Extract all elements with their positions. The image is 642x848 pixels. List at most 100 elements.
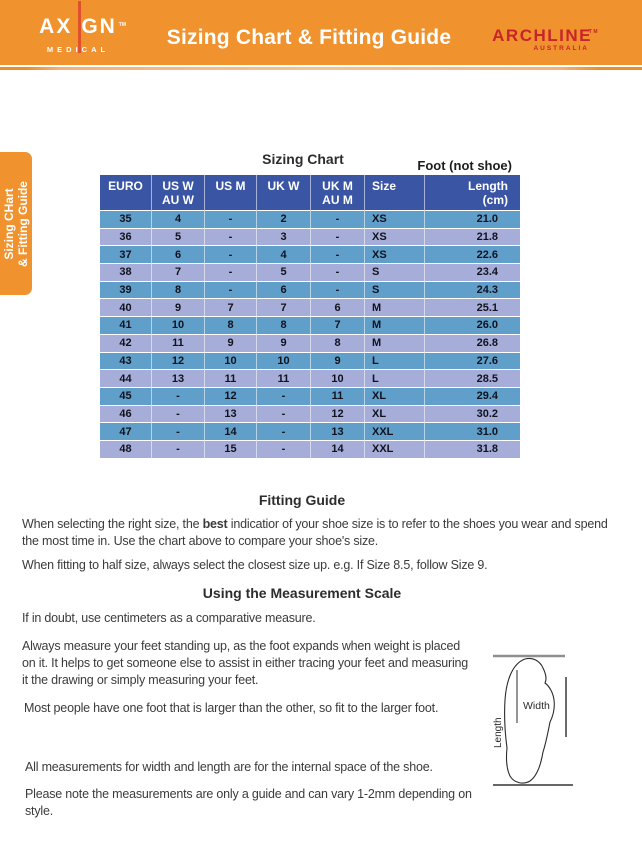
- table-row: 36 5-3- XS 21.8: [100, 228, 520, 247]
- table-cell: 31.8: [425, 440, 520, 459]
- column-header: US M: [205, 175, 257, 211]
- table-cell: -: [152, 440, 205, 459]
- width-label: Width: [523, 700, 550, 712]
- table-row: 47-14-13 XXL 31.0: [100, 423, 520, 441]
- table-cell: 9: [152, 299, 205, 318]
- table-cell: 23.4: [425, 264, 520, 282]
- sidebar-tab-label: Sizing CHart & Fitting Guide: [2, 181, 30, 267]
- table-cell: 36: [100, 228, 152, 247]
- table-cell: 44: [100, 370, 152, 388]
- table-cell: 11: [311, 387, 365, 406]
- table-cell: 10: [257, 352, 311, 371]
- table-cell: 41: [100, 317, 152, 335]
- length-label: Length: [493, 717, 504, 748]
- axign-wordmark: AX GN TM: [28, 1, 128, 53]
- table-row: 41 10 8 8 7 M 26.0: [100, 317, 520, 335]
- table-cell: 8: [205, 317, 257, 335]
- table-cell: 30.2: [425, 405, 520, 424]
- table-cell: XS: [365, 228, 425, 247]
- table-row: 48-15-14 XXL 31.8: [100, 440, 520, 459]
- table-cell: 21.0: [425, 211, 520, 229]
- axign-red-bar-icon: [78, 1, 81, 53]
- fitting-guide-paragraph-2: When fitting to half size, always select…: [22, 558, 488, 572]
- table-cell: -: [205, 264, 257, 282]
- table-cell: 2: [257, 211, 311, 229]
- table-cell: XS: [365, 211, 425, 229]
- fitting-guide-heading: Fitting Guide: [258, 492, 346, 508]
- table-cell: -: [311, 228, 365, 247]
- table-cell: 22.6: [425, 246, 520, 265]
- table-cell: 38: [100, 264, 152, 282]
- table-cell: -: [205, 211, 257, 229]
- table-cell: 29.4: [425, 387, 520, 406]
- table-cell: 26.0: [425, 317, 520, 335]
- table-cell: 13: [205, 405, 257, 424]
- table-cell: 8: [311, 334, 365, 353]
- measurement-paragraph-4: All measurements for width and length ar…: [25, 760, 433, 774]
- table-cell: 28.5: [425, 370, 520, 388]
- column-header: US W AU W: [152, 175, 205, 211]
- sidebar-tab: Sizing CHart & Fitting Guide: [0, 152, 32, 295]
- table-cell: 48: [100, 440, 152, 459]
- column-header: UK W: [257, 175, 311, 211]
- table-row: 37 6-4- XS 22.6: [100, 246, 520, 265]
- table-cell: 6: [257, 281, 311, 300]
- table-cell: 8: [257, 317, 311, 335]
- table-cell: 24.3: [425, 281, 520, 300]
- table-cell: -: [311, 264, 365, 282]
- table-cell: L: [365, 352, 425, 371]
- measurement-paragraph-1: If in doubt, use centimeters as a compar…: [22, 611, 316, 625]
- archline-logo: ARCHLINE TM AUSTRALIA: [492, 27, 597, 52]
- table-cell: 13: [152, 370, 205, 388]
- table-row: 39 8-6- S 24.3: [100, 281, 520, 300]
- table-cell: XXL: [365, 423, 425, 441]
- table-cell: 25.1: [425, 299, 520, 318]
- table-cell: -: [257, 423, 311, 441]
- table-cell: 31.0: [425, 423, 520, 441]
- sizing-table-header-row: EURO US W AU W US M UK W UK M AU M Size Length (c…: [100, 175, 520, 211]
- table-cell: 43: [100, 352, 152, 371]
- table-cell: -: [205, 228, 257, 247]
- archline-australia-label: AUSTRALIA: [533, 45, 589, 52]
- foot-outline: [504, 657, 555, 784]
- paragraph-text: indicatior of your shoe size is to refer…: [22, 517, 608, 548]
- table-cell: 14: [205, 423, 257, 441]
- table-cell: -: [311, 246, 365, 265]
- header-divider-line: [0, 67, 642, 70]
- measurement-scale-heading: Using the Measurement Scale: [202, 585, 402, 601]
- table-cell: 10: [311, 370, 365, 388]
- foot-not-shoe-label: Foot (not shoe): [417, 158, 512, 173]
- table-cell: 13: [311, 423, 365, 441]
- archline-trademark: TM: [588, 29, 599, 35]
- column-header: Size: [365, 175, 425, 211]
- table-cell: 46: [100, 405, 152, 424]
- table-cell: 7: [152, 264, 205, 282]
- table-row: 45-12-11 XL 29.4: [100, 387, 520, 406]
- table-cell: 6: [152, 246, 205, 265]
- measurement-paragraph-5: Please note the measurements are only a …: [25, 787, 472, 818]
- table-row: 35 4-2- XS 21.0: [100, 211, 520, 229]
- table-cell: XL: [365, 387, 425, 406]
- table-cell: 12: [205, 387, 257, 406]
- table-cell: 27.6: [425, 352, 520, 371]
- column-header: UK M AU M: [311, 175, 365, 211]
- sidebar-tab-line2: & Fitting Guide: [16, 180, 30, 267]
- table-cell: 9: [257, 334, 311, 353]
- table-cell: -: [257, 387, 311, 406]
- table-cell: 4: [257, 246, 311, 265]
- table-cell: 11: [205, 370, 257, 388]
- table-cell: 12: [152, 352, 205, 371]
- header-banner: AX GN TM MEDICAL Sizing Chart & Fitting …: [0, 0, 642, 65]
- table-cell: 5: [152, 228, 205, 247]
- column-header: EURO: [100, 175, 152, 211]
- table-cell: S: [365, 264, 425, 282]
- axign-logo: AX GN TM MEDICAL: [28, 1, 128, 54]
- table-cell: M: [365, 334, 425, 353]
- table-cell: 37: [100, 246, 152, 265]
- table-cell: XXL: [365, 440, 425, 459]
- table-cell: 9: [205, 334, 257, 353]
- table-cell: S: [365, 281, 425, 300]
- sizing-table: EURO US W AU W US M UK W UK M AU M Size Length (c…: [100, 175, 520, 459]
- table-cell: 4: [152, 211, 205, 229]
